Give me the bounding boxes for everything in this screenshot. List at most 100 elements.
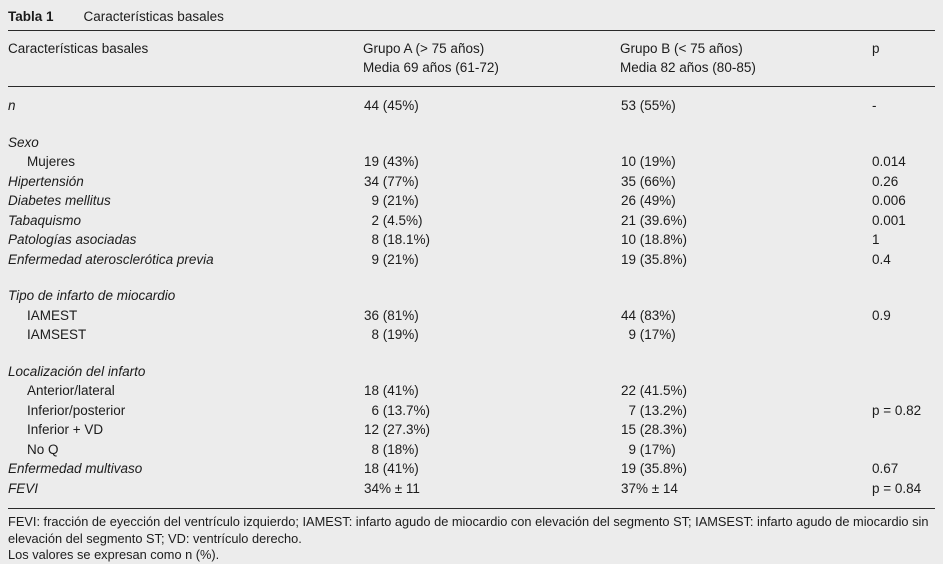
value-group-a: 18 (41%) xyxy=(363,381,620,401)
p-value: 1 xyxy=(872,232,880,247)
value-b-percent: (55%) xyxy=(636,98,676,113)
value-a-number: 2 xyxy=(371,212,379,228)
value-b-number: 53 xyxy=(620,98,636,113)
column-header-group-b: Grupo B (< 75 años) Media 82 años (80-85… xyxy=(620,39,872,77)
value-b-number: 37 xyxy=(620,480,636,496)
value-group-b: 19 (35.8%) xyxy=(620,250,872,270)
value-group-b: 10 (18.8%) xyxy=(620,230,872,250)
value-a-percent: (21%) xyxy=(379,251,419,267)
value-group-b: 53 (55%) xyxy=(620,96,872,116)
value-b-percent: (35.8%) xyxy=(636,461,688,476)
table-row: IAMSEST 8 (19%) 9 (17%) xyxy=(8,325,935,345)
value-group-b: 21 (39.6%) xyxy=(620,211,872,231)
value-a-percent: (77%) xyxy=(379,173,419,189)
column-header-p: p xyxy=(872,41,880,56)
value-group-b xyxy=(620,362,872,382)
value-b-number: 19 xyxy=(620,251,636,267)
table-footnotes: FEVI: fracción de eyección del ventrícul… xyxy=(8,509,935,564)
table-row: Diabetes mellitus 9 (21%) 26 (49%) 0.006 xyxy=(8,191,935,211)
row-label: IAMSEST xyxy=(27,327,87,342)
value-b-percent: (49%) xyxy=(636,193,676,208)
value-group-b: 7 (13.2%) xyxy=(620,401,872,421)
value-a-number: 12 xyxy=(363,422,379,437)
value-b-number: 22 xyxy=(620,383,636,398)
value-b-number: 19 xyxy=(620,461,636,476)
value-b-number: 7 xyxy=(628,402,636,418)
value-b-percent: (17%) xyxy=(636,441,676,457)
value-a-number: 6 xyxy=(371,402,379,418)
value-b-number: 10 xyxy=(620,232,636,247)
value-group-a: 12 (27.3%) xyxy=(363,420,620,440)
value-b-percent: % ± 14 xyxy=(636,480,678,496)
value-a-percent: % ± 11 xyxy=(379,480,420,496)
value-a-number: 8 xyxy=(371,232,379,247)
row-label: Hipertensión xyxy=(8,173,84,189)
value-group-a: 2 (4.5%) xyxy=(363,211,620,231)
row-label: Patologías asociadas xyxy=(8,232,137,247)
value-b-percent: (19%) xyxy=(636,154,676,169)
value-group-a: 8 (19%) xyxy=(363,325,620,345)
value-group-a: 19 (43%) xyxy=(363,152,620,172)
value-group-b xyxy=(620,286,872,306)
value-group-b: 22 (41.5%) xyxy=(620,381,872,401)
value-group-a: 9 (21%) xyxy=(363,250,620,270)
row-label: Localización del infarto xyxy=(8,363,146,379)
table-row: Patologías asociadas 8 (18.1%) 10 (18.8%… xyxy=(8,230,935,250)
table-row: Tabaquismo 2 (4.5%) 21 (39.6%) 0.001 xyxy=(8,211,935,231)
value-a-percent: (18.1%) xyxy=(379,232,431,247)
value-a-percent: (4.5%) xyxy=(379,212,423,228)
value-a-percent: (19%) xyxy=(379,327,419,342)
value-group-a xyxy=(363,286,620,306)
value-a-percent: (41%) xyxy=(379,383,419,398)
value-a-percent: (13.7%) xyxy=(379,402,431,418)
row-label: IAMEST xyxy=(27,307,78,323)
table-row: FEVI 34% ± 11 37% ± 14 p = 0.84 xyxy=(8,479,935,499)
table-header: Características basales Grupo A (> 75 añ… xyxy=(8,31,935,86)
row-label: Sexo xyxy=(8,134,39,150)
value-group-b: 15 (28.3%) xyxy=(620,420,872,440)
value-a-number: 18 xyxy=(363,383,379,398)
value-b-percent: (13.2%) xyxy=(636,402,688,418)
table-row: Tipo de infarto de miocardio xyxy=(8,286,935,306)
value-a-number: 8 xyxy=(371,327,379,342)
p-value: p = 0.82 xyxy=(872,402,922,418)
value-b-percent: (41.5%) xyxy=(636,383,688,398)
value-b-number: 9 xyxy=(628,327,636,342)
p-value: p = 0.84 xyxy=(872,480,922,496)
table-row: Sexo xyxy=(8,133,935,153)
value-b-percent: (39.6%) xyxy=(636,212,688,228)
p-value: 0.67 xyxy=(872,461,899,476)
value-b-percent: (35.8%) xyxy=(636,251,688,267)
value-group-a xyxy=(363,133,620,153)
table-row: n 44 (45%) 53 (55%) - xyxy=(8,96,935,116)
value-a-percent: (21%) xyxy=(379,193,419,208)
row-label: Tabaquismo xyxy=(8,212,82,228)
value-group-b: 9 (17%) xyxy=(620,440,872,460)
value-group-a: 34% ± 11 xyxy=(363,479,620,499)
header-rule xyxy=(8,86,935,87)
row-label: Mujeres xyxy=(27,154,76,169)
value-a-percent: (27.3%) xyxy=(379,422,431,437)
value-group-b: 10 (19%) xyxy=(620,152,872,172)
row-label: No Q xyxy=(27,441,59,457)
row-label: n xyxy=(8,98,16,113)
p-value: 0.4 xyxy=(872,251,891,267)
value-group-b: 26 (49%) xyxy=(620,191,872,211)
value-b-number: 9 xyxy=(628,441,636,457)
value-a-percent: (43%) xyxy=(379,154,419,169)
value-a-number: 19 xyxy=(363,154,379,169)
value-a-number: 34 xyxy=(363,480,379,496)
value-group-a xyxy=(363,362,620,382)
value-group-a: 44 (45%) xyxy=(363,96,620,116)
value-a-number: 9 xyxy=(371,251,379,267)
table-row: Anterior/lateral 18 (41%) 22 (41.5%) xyxy=(8,381,935,401)
value-group-b: 9 (17%) xyxy=(620,325,872,345)
value-b-number: 44 xyxy=(620,307,636,323)
row-label: Tipo de infarto de miocardio xyxy=(8,288,176,303)
table-caption: Características basales xyxy=(83,9,224,24)
table-row: Enfermedad multivaso 18 (41%) 19 (35.8%)… xyxy=(8,459,935,479)
value-group-a: 8 (18%) xyxy=(363,440,620,460)
group-b-subtitle: Media 82 años (80-85) xyxy=(620,60,756,75)
value-a-number: 9 xyxy=(371,193,379,208)
